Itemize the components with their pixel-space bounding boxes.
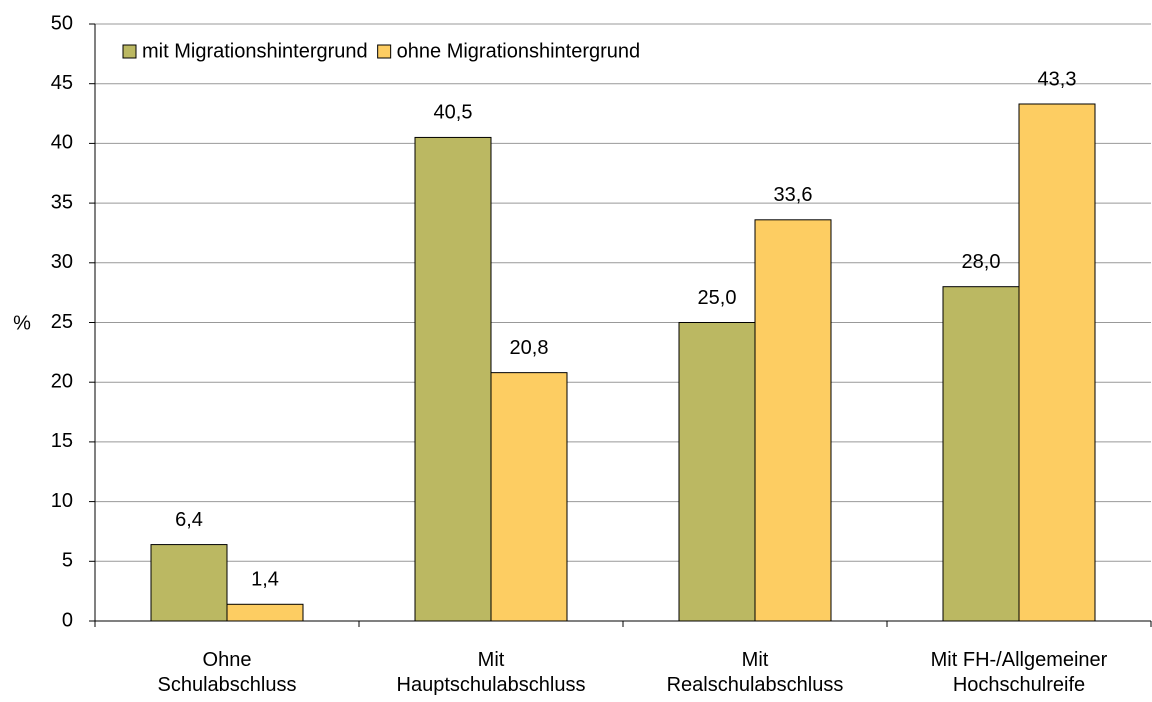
bar [150, 544, 228, 622]
value-label: 6,4 [175, 509, 203, 531]
y-tick-label: 35 [51, 191, 73, 213]
bar [1018, 103, 1096, 622]
value-label: 20,8 [510, 337, 549, 359]
bar [754, 219, 832, 622]
y-tick-label: 30 [51, 251, 73, 273]
y-tick-label: 40 [51, 132, 73, 154]
legend-swatch [377, 44, 392, 59]
legend-label: mit Migrationshintergrund [142, 40, 368, 62]
value-label: 1,4 [251, 569, 279, 591]
y-axis-label: % [13, 312, 31, 334]
x-tick-label: Mit Hauptschulabschluss [396, 649, 586, 696]
y-tick-label: 10 [51, 490, 73, 512]
value-label: 43,3 [1038, 68, 1077, 90]
y-tick-label: 45 [51, 72, 73, 94]
bar [414, 136, 492, 622]
value-label: 33,6 [774, 184, 813, 206]
bar [678, 322, 756, 622]
legend-label: ohne Migrationshintergrund [397, 40, 641, 62]
bar [226, 603, 304, 622]
x-tick-label: Mit Realschulabschluss [666, 649, 844, 696]
value-label: 28,0 [962, 251, 1001, 273]
value-label: 40,5 [434, 102, 473, 124]
x-tick-label: Ohne Schulabschluss [157, 649, 297, 696]
y-tick-label: 5 [62, 550, 73, 572]
bar [490, 372, 568, 622]
x-tick-label: Mit FH-/Allgemeiner Hochschulreife [930, 649, 1108, 696]
legend-swatch [122, 44, 137, 59]
bar [942, 286, 1020, 622]
y-tick-label: 25 [51, 311, 73, 333]
y-tick-label: 20 [51, 370, 73, 392]
y-tick-label: 0 [62, 609, 73, 631]
y-tick-label: 50 [51, 12, 73, 34]
y-tick-label: 15 [51, 430, 73, 452]
value-label: 25,0 [698, 287, 737, 309]
